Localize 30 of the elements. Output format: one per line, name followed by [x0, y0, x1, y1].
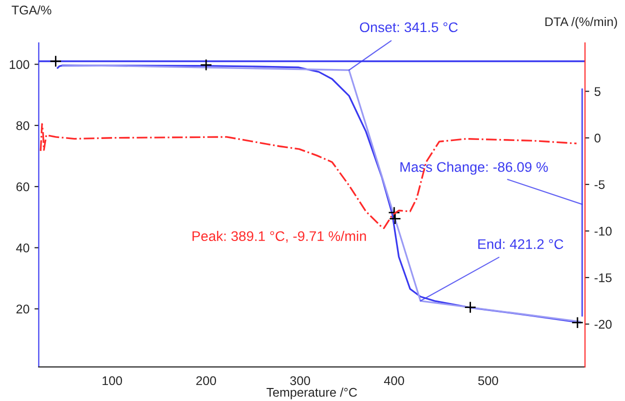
- y2-axis-title: DTA /(%/min): [545, 16, 617, 29]
- y2-tick-label: 5: [594, 87, 600, 96]
- x-tick-label: 500: [478, 376, 498, 386]
- point: [50, 55, 62, 68]
- annotation: Peak: 389.1 °C, -9.71 %/min: [192, 230, 366, 243]
- annotation: Mass Change: -86.09 %: [400, 162, 548, 175]
- annotation: Onset: 341.5 °C: [360, 22, 458, 32]
- x-tick-label: 300: [290, 376, 310, 386]
- y-tick-label: 60: [16, 182, 30, 192]
- y-tick-label: 100: [10, 60, 30, 69]
- y2-tick-label: -5: [594, 180, 605, 190]
- y2-tick-label: 0: [594, 134, 600, 143]
- y-tick-label: 40: [16, 244, 30, 252]
- x-tick-label: 400: [384, 376, 404, 386]
- point: [571, 316, 584, 329]
- line-series: [40, 123, 578, 230]
- point: [464, 301, 476, 314]
- y-axis-title: TGA/%: [12, 5, 52, 15]
- x-tick-label: 200: [196, 376, 216, 386]
- y-tick-label: 20: [16, 304, 30, 314]
- point: [200, 58, 212, 71]
- y2-tick-label: -20: [594, 320, 612, 329]
- x-axis-title: Temperature /°C: [266, 388, 357, 400]
- y-tick-label: 80: [16, 121, 30, 130]
- point: [389, 212, 402, 225]
- annotation: End: 421.2 °C: [478, 238, 564, 250]
- x-tick-label: 100: [102, 376, 122, 386]
- y2-tick-label: -15: [594, 273, 612, 282]
- y2-tick-label: -10: [594, 226, 612, 236]
- point: [388, 206, 400, 219]
